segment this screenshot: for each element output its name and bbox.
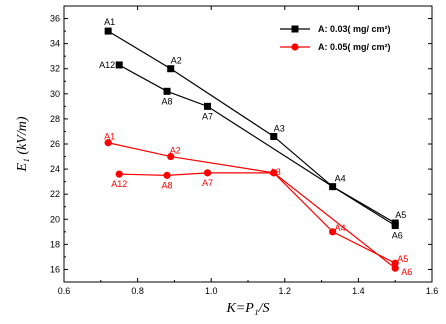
- y-tick-label: 18: [50, 239, 60, 249]
- x-tick-label: 1.6: [426, 286, 439, 296]
- series-2-point-A12: [115, 170, 123, 178]
- series-1-label-A3: A3: [274, 123, 285, 133]
- series-1-label-A2: A2: [171, 56, 182, 66]
- series-2-point-A3: [270, 169, 278, 177]
- series-2-label-A3: A3: [270, 167, 281, 177]
- y-tick-label: 20: [50, 214, 60, 224]
- series-1-label-A5: A5: [395, 210, 406, 220]
- y-tick-label: 28: [50, 114, 60, 124]
- legend-label-2: A: 0.05( mg/ cm²): [318, 42, 391, 52]
- legend-marker-1: [291, 25, 299, 33]
- y-tick-label: 34: [50, 39, 60, 49]
- x-tick-label: 0.6: [58, 286, 71, 296]
- series-2-point-A8: [163, 171, 171, 179]
- series-2-label-A5: A5: [397, 254, 408, 264]
- series-1-point-A8: [163, 87, 171, 95]
- series-2-point-A4: [329, 228, 337, 236]
- series-1-line-1: [107, 30, 396, 224]
- y-tick-label: 26: [50, 139, 60, 149]
- y-tick-label: 32: [50, 64, 60, 74]
- series-1-point-A1: [104, 27, 112, 35]
- series-1-label-A1: A1: [104, 17, 115, 27]
- series-2-point-A6: [391, 264, 399, 272]
- x-tick-label: 1.4: [352, 286, 365, 296]
- series-1-label-A12: A12: [99, 60, 115, 70]
- series-1-point-A7: [204, 102, 212, 110]
- series-1-label-A7: A7: [202, 111, 213, 121]
- x-tick-label: 0.8: [131, 286, 144, 296]
- y-tick-label: 24: [50, 164, 60, 174]
- series-2-label-A12: A12: [111, 179, 127, 189]
- legend-label-1: A: 0.03( mg/ cm²): [318, 24, 391, 34]
- series-1-point-A12: [115, 61, 123, 69]
- series-2-label-A7: A7: [202, 178, 213, 188]
- y-axis-title: E₁ (kV/m): [15, 116, 30, 172]
- series-2-label-A1: A1: [104, 132, 115, 142]
- series-1-point-A6: [391, 222, 399, 230]
- series-1-label-A4: A4: [335, 174, 346, 184]
- series-1-point-A4: [329, 183, 337, 191]
- y-tick-label: 16: [50, 264, 60, 274]
- series-1-point-A3: [270, 132, 278, 140]
- series-2-label-A8: A8: [162, 180, 173, 190]
- y-tick-label: 22: [50, 189, 60, 199]
- series-1-label-A6: A6: [392, 231, 403, 241]
- series-1-line-2: [118, 64, 396, 227]
- y-tick-label: 36: [50, 14, 60, 24]
- series-1-label-A8: A8: [162, 96, 173, 106]
- series-2-point-A5: [391, 259, 399, 267]
- series-2-label-A2: A2: [170, 146, 181, 156]
- series-2-point-A1: [104, 139, 112, 147]
- series-2-label-A4: A4: [335, 223, 346, 233]
- series-2-point-A2: [167, 152, 175, 161]
- series-2-label-A6: A6: [401, 267, 412, 277]
- series-1-point-A2: [167, 65, 175, 73]
- x-axis-title: K=P₁/S: [225, 301, 269, 316]
- y-tick-label: 30: [50, 89, 60, 99]
- series-2-point-A7: [203, 169, 212, 177]
- x-tick-label: 1.0: [205, 286, 218, 296]
- series-2-line-1: [108, 142, 396, 264]
- x-tick-label: 1.2: [279, 286, 292, 296]
- legend-marker-2: [291, 43, 299, 51]
